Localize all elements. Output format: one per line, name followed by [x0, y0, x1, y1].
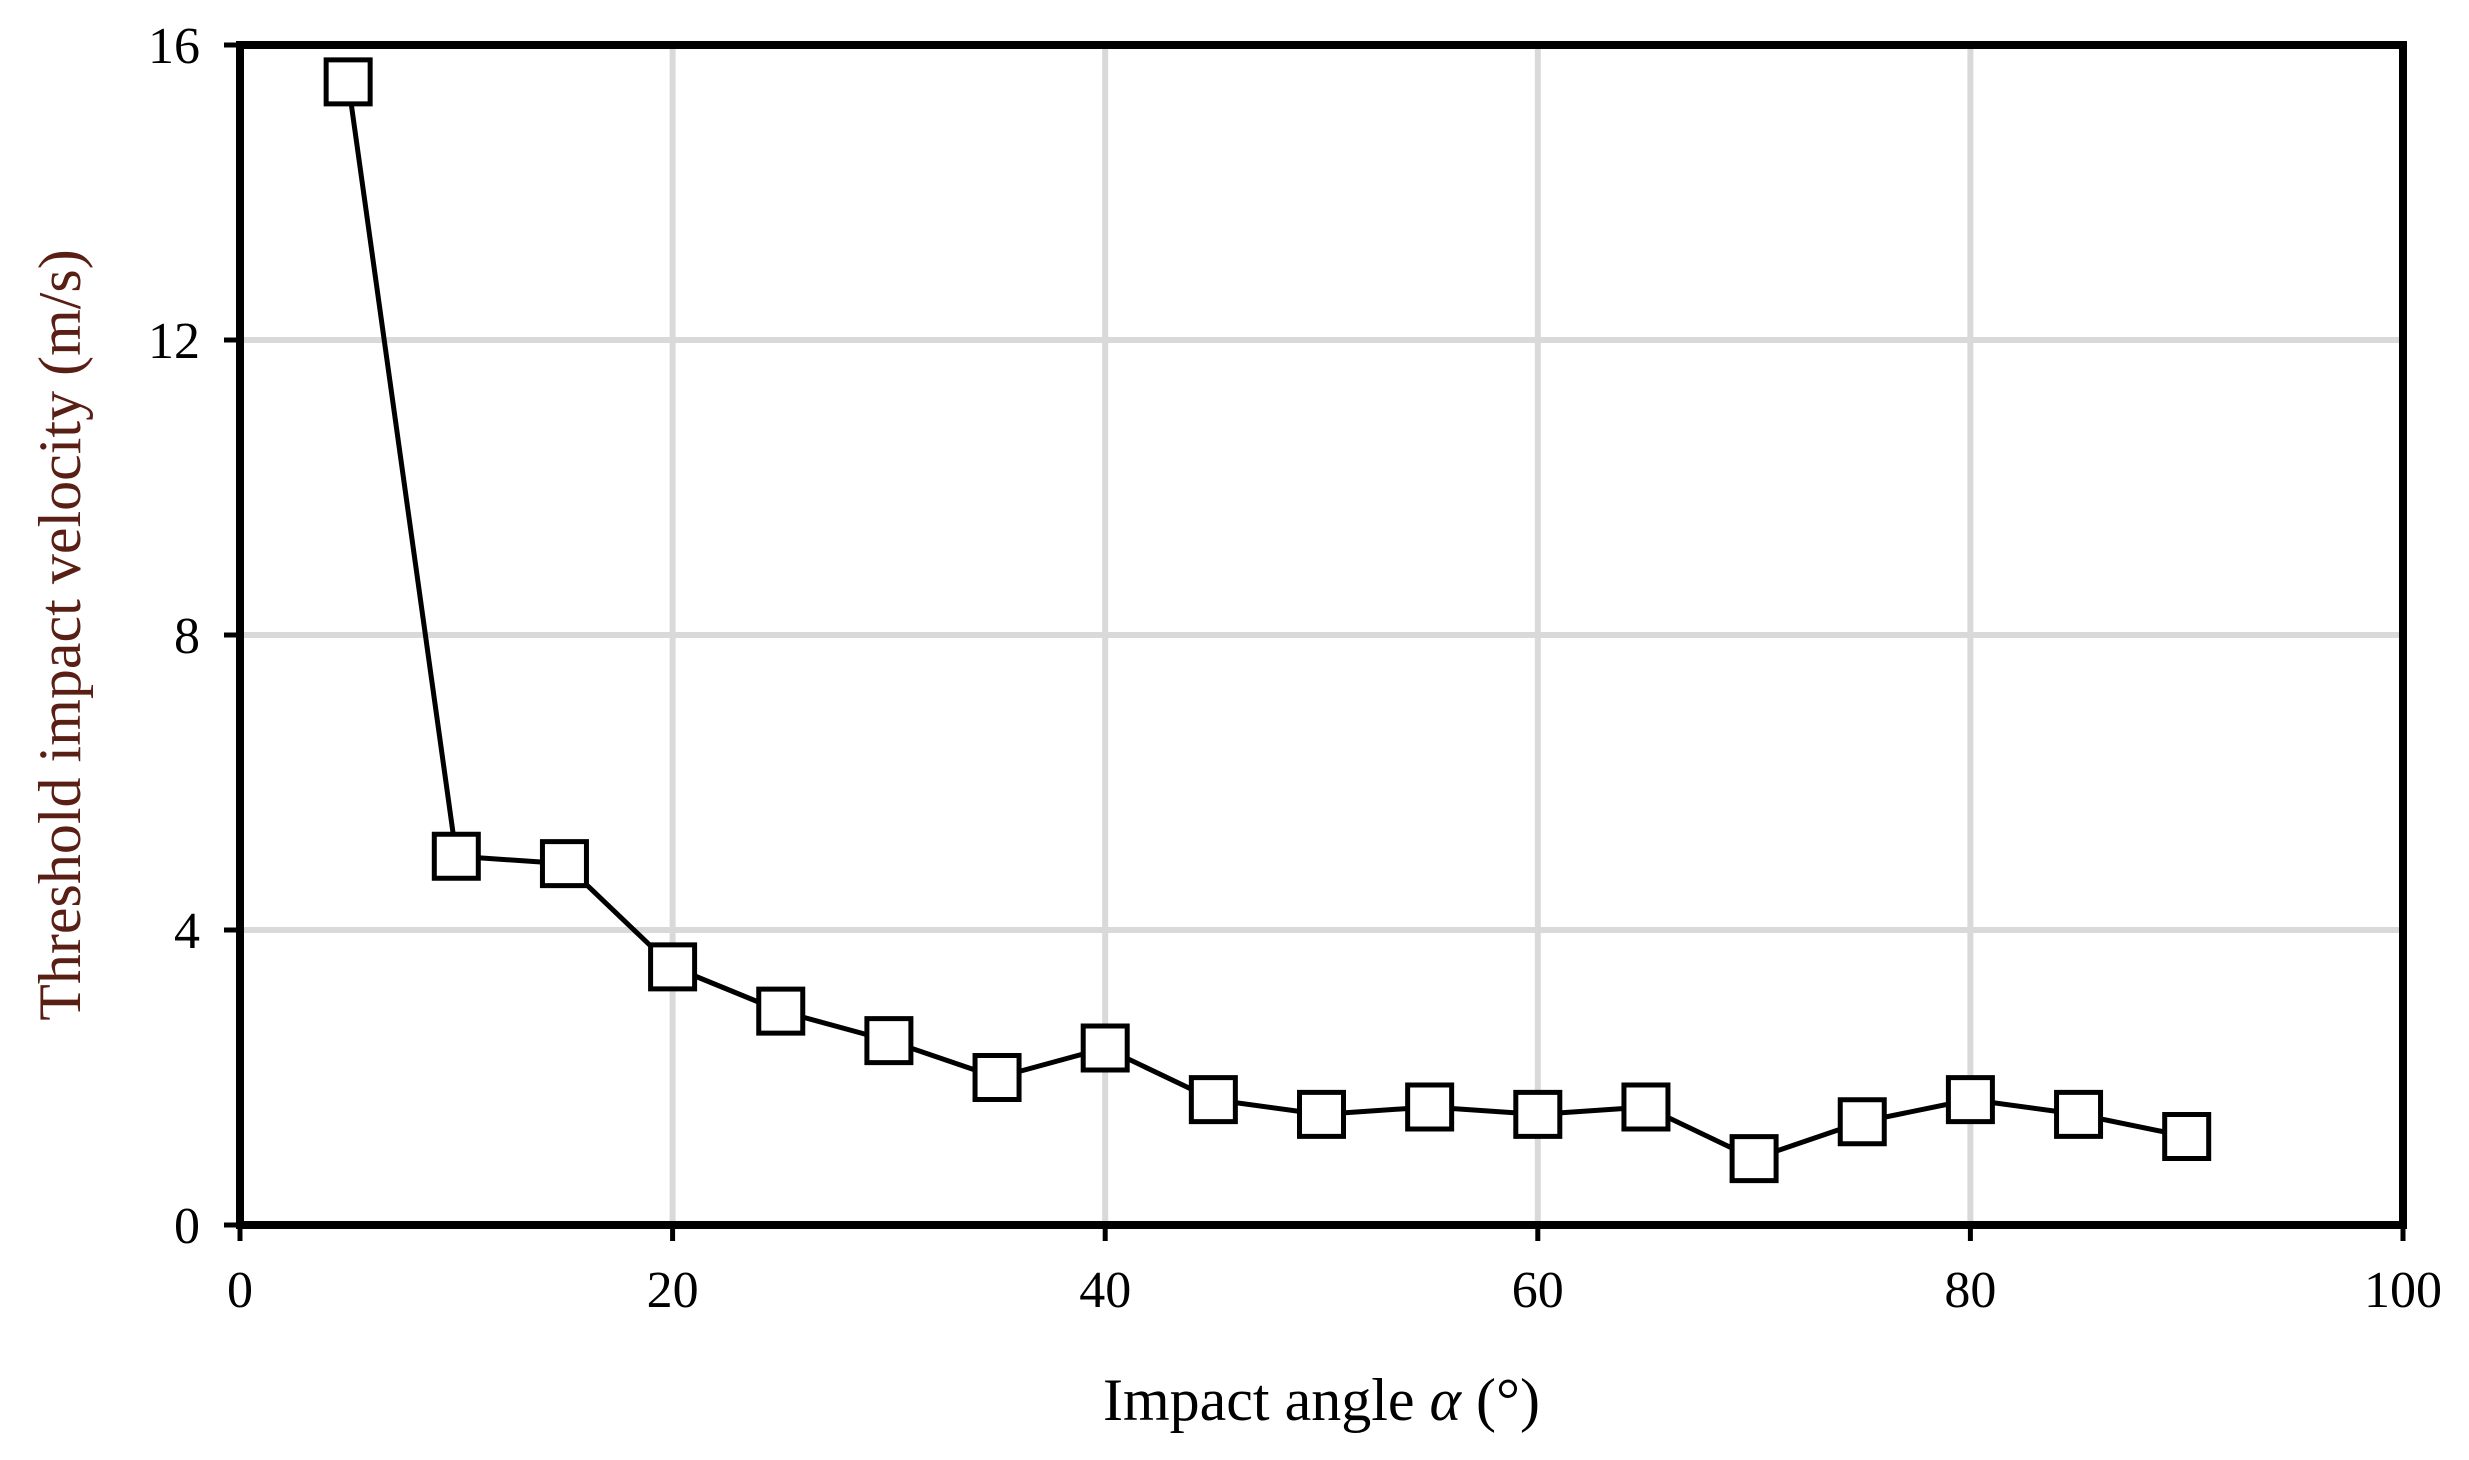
data-point — [1297, 1089, 1346, 1139]
data-point — [1080, 1023, 1130, 1073]
data-point — [1513, 1089, 1563, 1139]
data-point — [2054, 1089, 2104, 1139]
data-point — [1837, 1097, 1887, 1147]
data-point — [756, 986, 806, 1036]
data-point — [864, 1016, 914, 1066]
data-point — [1945, 1075, 1995, 1125]
x-tick-label: 60 — [1512, 1262, 1564, 1319]
data-point — [2162, 1112, 2212, 1161]
data-point — [1729, 1134, 1779, 1184]
data-point — [1621, 1082, 1671, 1132]
data-point — [431, 831, 481, 881]
x-tick-label: 40 — [1079, 1262, 1131, 1319]
y-tick-label: 0 — [174, 1198, 200, 1255]
y-tick-label: 8 — [174, 608, 200, 665]
axis-ticks: 0 20 40 60 80 100 0 4 8 12 16 — [148, 18, 2442, 1319]
data-point — [648, 942, 698, 992]
grid — [240, 45, 2403, 1225]
x-tick-label: 20 — [647, 1262, 699, 1319]
data-point — [539, 839, 589, 889]
x-tick-label: 80 — [1944, 1262, 1996, 1319]
x-tick-label: 0 — [227, 1262, 253, 1319]
x-axis-title: Impact angle α (°) — [1103, 1367, 1540, 1433]
y-tick-label: 12 — [148, 313, 200, 370]
x-tick-label: 100 — [2364, 1262, 2442, 1319]
data-point — [1188, 1075, 1238, 1125]
data-point — [972, 1053, 1022, 1102]
y-tick-label: 4 — [174, 903, 200, 960]
y-axis-title: Threshold impact velocity (m/s) — [27, 249, 93, 1020]
data-point — [1405, 1082, 1455, 1132]
y-tick-label: 16 — [148, 18, 200, 75]
series — [323, 57, 2212, 1184]
series-line — [345, 81, 2188, 1162]
data-point — [323, 57, 373, 107]
